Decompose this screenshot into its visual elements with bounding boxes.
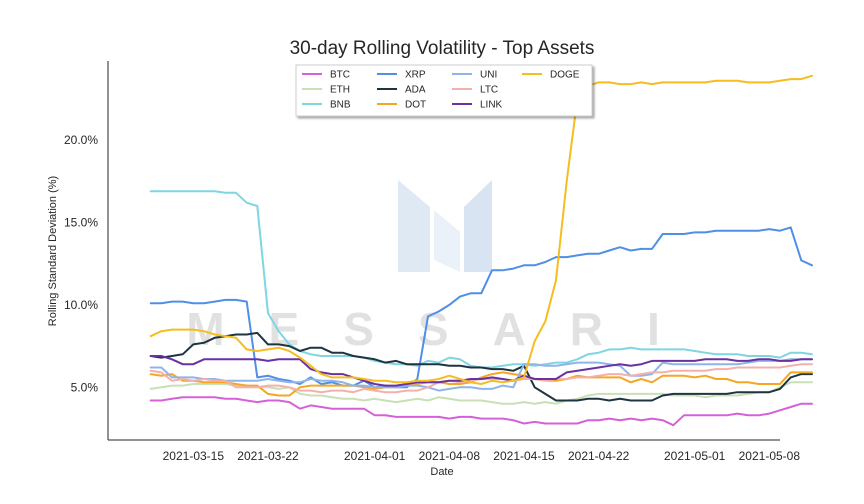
legend-label-xrp: XRP [405,70,426,81]
series-line-ada [149,331,813,402]
legend-label-dot: DOT [405,100,426,111]
y-axis-label: Rolling Standard Deviation (%) [47,176,59,326]
x-tick-label: 2021-05-08 [739,449,801,463]
y-tick-label: 20.0% [64,133,98,147]
x-axis-label: Date [430,466,453,478]
legend: BTC ETH BNB XRP ADA DOT UNI LTC LINK DOGE [295,64,593,117]
x-tick-labels: 2021-03-15 2021-03-22 2021-04-01 2021-04-08… [163,449,801,463]
y-tick-labels: 5.0% 10.0% 15.0% 20.0% [64,133,98,394]
series-line-link [149,355,813,387]
x-tick-label: 2021-04-22 [568,449,630,463]
watermark-logo [398,180,492,272]
watermark-logo-mid [434,210,460,272]
watermark-logo-right [464,180,492,272]
x-tick-label: 2021-04-08 [419,449,481,463]
legend-items: BTC ETH BNB XRP ADA DOT UNI LTC LINK DOGE [302,70,580,111]
legend-label-btc: BTC [330,70,350,81]
legend-label-ltc: LTC [480,85,498,96]
x-tick-label: 2021-04-01 [344,449,406,463]
x-tick-label: 2021-03-22 [237,449,299,463]
legend-label-link: LINK [480,100,503,111]
series-line-uni [149,358,813,392]
y-tick-label: 15.0% [64,215,98,229]
x-tick-label: 2021-04-15 [493,449,555,463]
watermark-logo-left [398,180,430,272]
chart-title: 30-day Rolling Volatility - Top Assets [290,38,595,59]
legend-label-uni: UNI [480,70,497,81]
series-lines [149,74,813,427]
series-line-dot [149,371,813,397]
series-line-doge [149,74,813,385]
legend-label-doge: DOGE [550,70,580,81]
legend-label-eth: ETH [330,85,350,96]
x-tick-label: 2021-05-01 [664,449,726,463]
series-line-xrp [149,226,813,389]
watermark-text: MESSARI [186,303,704,355]
legend-frame [295,64,593,117]
series-line-btc [149,396,813,427]
legend-label-ada: ADA [405,85,426,96]
y-tick-label: 5.0% [71,380,99,394]
x-tick-label: 2021-03-15 [163,449,225,463]
y-tick-label: 10.0% [64,298,98,312]
legend-label-bnb: BNB [330,100,351,111]
